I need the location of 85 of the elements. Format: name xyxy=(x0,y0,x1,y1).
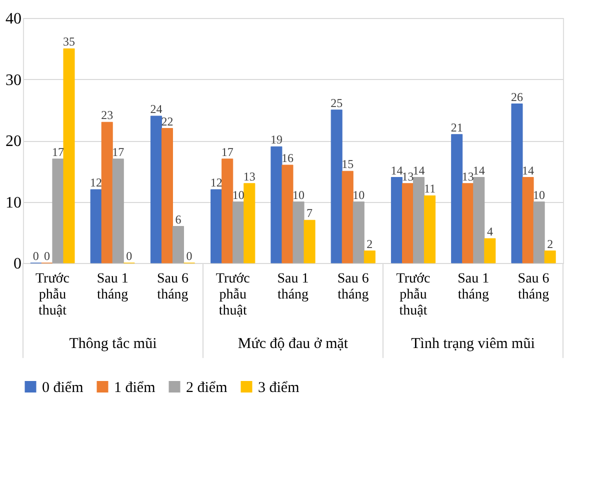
data-label: 0 xyxy=(186,249,192,263)
legend-label: 2 điểm xyxy=(186,380,228,396)
data-label: 14 xyxy=(472,163,485,178)
bar xyxy=(511,104,523,264)
y-tick-label: 40 xyxy=(6,10,22,28)
bar xyxy=(544,250,556,264)
bar xyxy=(282,164,294,264)
bar xyxy=(533,202,545,264)
bar xyxy=(150,116,162,264)
bar xyxy=(210,189,222,264)
bar xyxy=(473,177,485,264)
data-label: 17 xyxy=(221,144,234,159)
bar xyxy=(112,158,124,264)
data-label: 11 xyxy=(424,182,436,196)
bar xyxy=(462,183,474,264)
data-label: 4 xyxy=(486,224,493,238)
text: Thông tắc mũi xyxy=(69,336,157,352)
data-label: 7 xyxy=(306,206,313,220)
legend-label: 3 điểm xyxy=(258,380,300,396)
bar xyxy=(330,110,342,264)
x-tick-label: Sau 6 tháng xyxy=(156,272,188,302)
data-label: 2 xyxy=(547,236,554,251)
data-label: 0 xyxy=(126,249,132,263)
x-tick-label: Sau 6 tháng xyxy=(518,272,550,302)
y-tick-label: 30 xyxy=(6,72,22,89)
data-label: 13 xyxy=(243,169,256,184)
bar xyxy=(342,170,354,264)
data-label: 12 xyxy=(90,176,102,190)
data-label: 10 xyxy=(533,188,546,202)
y-tick-label: 10 xyxy=(6,194,22,212)
data-label: 0 xyxy=(44,249,50,263)
data-label: 0 xyxy=(32,249,39,263)
data-label: 14 xyxy=(412,163,425,178)
data-label: 19 xyxy=(270,132,282,147)
data-label: 15 xyxy=(342,157,354,172)
bar xyxy=(413,177,425,264)
y-tick-label: 20 xyxy=(6,133,22,150)
data-label: 14 xyxy=(522,163,534,178)
x-tick-label: Trước phẫu thuật xyxy=(35,272,70,318)
bar xyxy=(390,177,402,264)
bar xyxy=(90,189,102,264)
data-label: 35 xyxy=(63,34,75,49)
data-label: 24 xyxy=(150,102,162,116)
bar xyxy=(451,134,463,264)
x-tick-label: Trước phẫu thuật xyxy=(396,272,430,318)
data-label: 17 xyxy=(112,144,124,159)
bar xyxy=(101,122,113,264)
data-label: 16 xyxy=(281,151,294,165)
bar xyxy=(161,128,173,264)
data-label: 13 xyxy=(462,169,474,184)
data-label: 23 xyxy=(101,108,114,122)
y-tick-label: 0 xyxy=(14,256,22,272)
bar xyxy=(364,250,376,264)
legend-label: 0 điểm xyxy=(42,380,84,396)
data-label: 25 xyxy=(330,96,343,110)
bar xyxy=(292,202,304,264)
x-tick-label: Trước phẫu thuật xyxy=(216,272,250,318)
data-label: 6 xyxy=(175,212,182,226)
bar xyxy=(270,146,282,264)
bar xyxy=(352,202,364,264)
x-tick-label: Sau 1 tháng xyxy=(458,272,490,302)
bar xyxy=(232,202,244,264)
bar xyxy=(52,158,64,264)
x-tick-label: Sau 1 tháng xyxy=(277,272,309,302)
bar xyxy=(222,158,234,264)
bar xyxy=(304,220,316,264)
bar xyxy=(484,238,496,264)
bar xyxy=(63,48,75,264)
text: Tình trạng viêm mũi xyxy=(411,336,535,352)
legend-label: 1 điểm xyxy=(114,380,156,396)
data-label: 21 xyxy=(450,120,463,134)
x-tick-label: Sau 6 tháng xyxy=(337,272,369,302)
data-label: 10 xyxy=(292,188,305,202)
x-tick-label: Sau 1 tháng xyxy=(96,272,128,302)
data-label: 13 xyxy=(402,169,414,184)
text: Mức độ đau ở mặt xyxy=(238,336,349,352)
data-label: 2 xyxy=(366,236,373,251)
data-label: 26 xyxy=(511,90,523,104)
data-label: 10 xyxy=(352,188,365,202)
bar xyxy=(522,177,534,264)
bar xyxy=(424,195,436,264)
bar xyxy=(172,226,184,264)
bar xyxy=(244,183,256,264)
bar xyxy=(402,183,414,264)
data-label: 14 xyxy=(390,163,403,178)
